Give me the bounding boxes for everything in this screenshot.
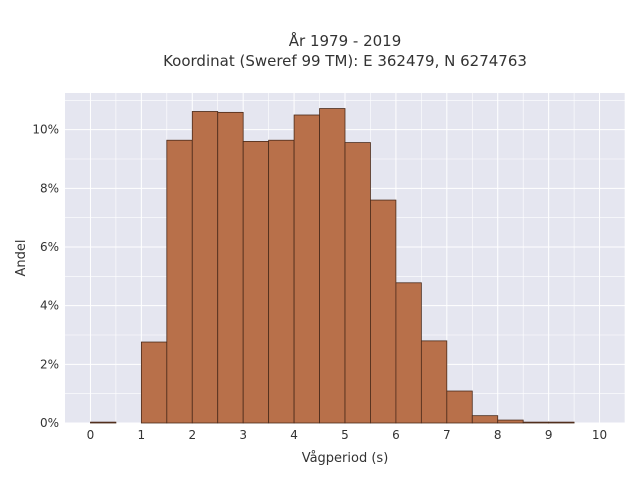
y-tick-label: 8% [40,181,59,195]
x-tick-label: 4 [290,428,298,442]
x-tick-label: 3 [239,428,247,442]
y-tick-label: 2% [40,357,59,371]
x-tick-label: 8 [494,428,502,442]
histogram-bar [242,140,270,424]
histogram-bar [471,415,499,424]
x-tick-label: 0 [87,428,95,442]
histogram-bar [522,421,550,424]
histogram-bar [90,421,117,424]
histogram-bar [140,341,168,424]
x-tick-label: 9 [545,428,553,442]
y-tick-label: 0% [40,416,59,430]
y-axis-label: Andel [14,240,29,277]
histogram-bar [319,108,346,424]
x-tick-labels: 0 1 2 3 4 5 6 7 8 9 10 [87,428,608,442]
histogram-bar [268,139,295,424]
histogram-bar [344,142,371,424]
histogram-bar [395,282,422,424]
histogram-bar [497,419,524,424]
x-tick-label: 5 [341,428,349,442]
histogram-bar [446,390,473,424]
bars-layer [90,108,575,424]
y-tick-label: 4% [40,299,59,313]
histogram-bar [293,114,320,424]
y-tick-labels: 0% 2% 4% 6% 8% 10% [32,123,59,430]
x-tick-label: 1 [138,428,146,442]
chart-title-line1: År 1979 - 2019 [289,31,402,50]
histogram-bar [166,139,193,424]
x-tick-label: 7 [443,428,451,442]
histogram-bar [548,421,575,424]
y-tick-label: 10% [32,123,59,137]
histogram-bar [191,111,219,424]
x-tick-label: 2 [188,428,196,442]
x-tick-label: 6 [392,428,400,442]
x-axis-label: Vågperiod (s) [302,451,389,466]
histogram-bar [217,111,244,424]
x-tick-label: 10 [592,428,607,442]
chart-title-line2: Koordinat (Sweref 99 TM): E 362479, N 62… [163,52,527,70]
histogram-bar [420,340,448,424]
histogram-bar [370,199,397,424]
y-tick-label: 6% [40,240,59,254]
